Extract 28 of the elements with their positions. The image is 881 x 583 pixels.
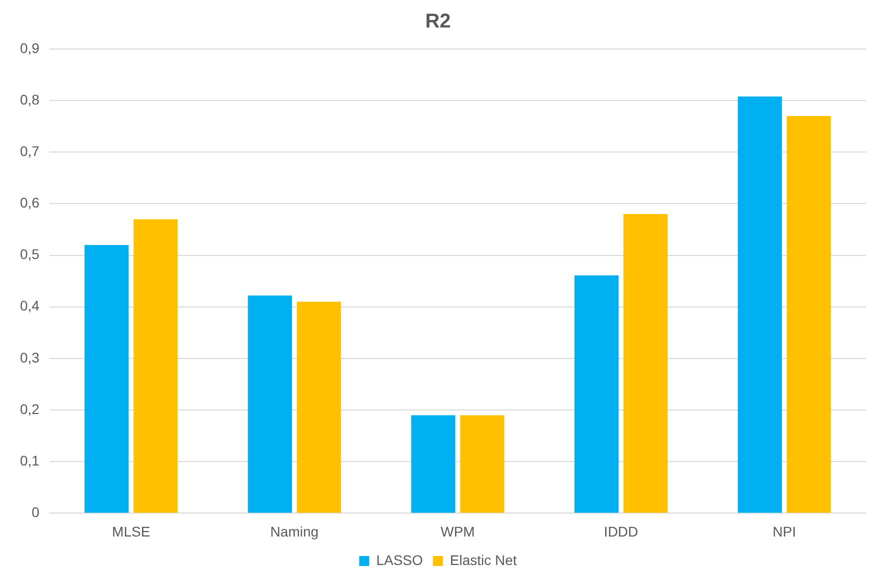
y-tick-label: 0,2 [20,400,40,417]
y-tick-label: 0,7 [20,143,40,160]
y-tick-label: 0,8 [20,91,40,108]
x-tick-label: NPI [772,523,796,540]
bar [296,302,341,513]
y-tick-label: 0,6 [20,194,40,211]
bar [574,275,619,513]
bar [84,244,129,513]
legend-label: Elastic Net [450,552,517,568]
y-tick-label: 0 [32,504,40,520]
bar [134,219,178,513]
x-tick-label: IDDD [604,523,638,540]
y-tick-label: 0,9 [20,40,40,56]
x-tick-label: MLSE [112,523,150,540]
bar [460,415,504,513]
y-tick-label: 0,1 [20,452,40,468]
legend-label: LASSO [376,552,423,568]
bar [786,116,831,513]
x-tick-label: WPM [440,523,475,540]
bar [623,214,668,513]
bar [738,96,782,513]
bar [411,415,456,513]
y-tick-label: 0,4 [20,298,40,314]
bar [248,296,292,513]
y-tick-label: 0,3 [20,349,40,366]
y-tick-label: 0,5 [20,246,40,262]
x-tick-label: Naming [270,523,319,540]
chart-title: R2 [425,10,451,33]
